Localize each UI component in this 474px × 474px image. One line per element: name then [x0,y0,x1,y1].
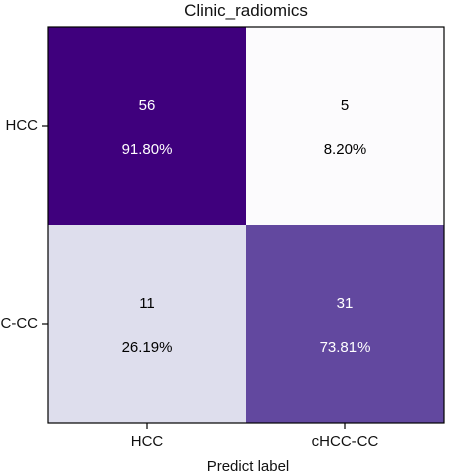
x-tick-label: cHCC-CC [312,433,379,450]
y-axis-ticks: HCC cHCC-CC [0,117,48,332]
matrix-cells [48,27,444,423]
matrix-cell [246,27,444,225]
chart-title: Clinic_radiomics [184,1,308,20]
y-tick-label: cHCC-CC [0,315,38,332]
cell-count-label: 31 [337,295,354,312]
x-tick-label: HCC [131,433,164,450]
x-axis-ticks: HCC cHCC-CC [131,423,379,450]
cell-percentage-label: 8.20% [324,141,367,158]
matrix-cell-labels: 56 91.80% 5 8.20% 11 26.19% 31 73.81% [122,97,371,356]
cell-percentage-label: 91.80% [122,141,173,158]
y-tick-label: HCC [6,117,39,134]
cell-percentage-label: 26.19% [122,339,173,356]
x-axis-label: Predict label [207,458,290,474]
matrix-cell [48,225,246,423]
cell-count-label: 56 [139,97,156,114]
cell-percentage-label: 73.81% [320,339,371,356]
matrix-cell [246,225,444,423]
cell-count-label: 11 [139,295,155,312]
plot-frame [47,26,445,424]
matrix-cell [48,27,246,225]
cell-count-label: 5 [341,97,349,114]
